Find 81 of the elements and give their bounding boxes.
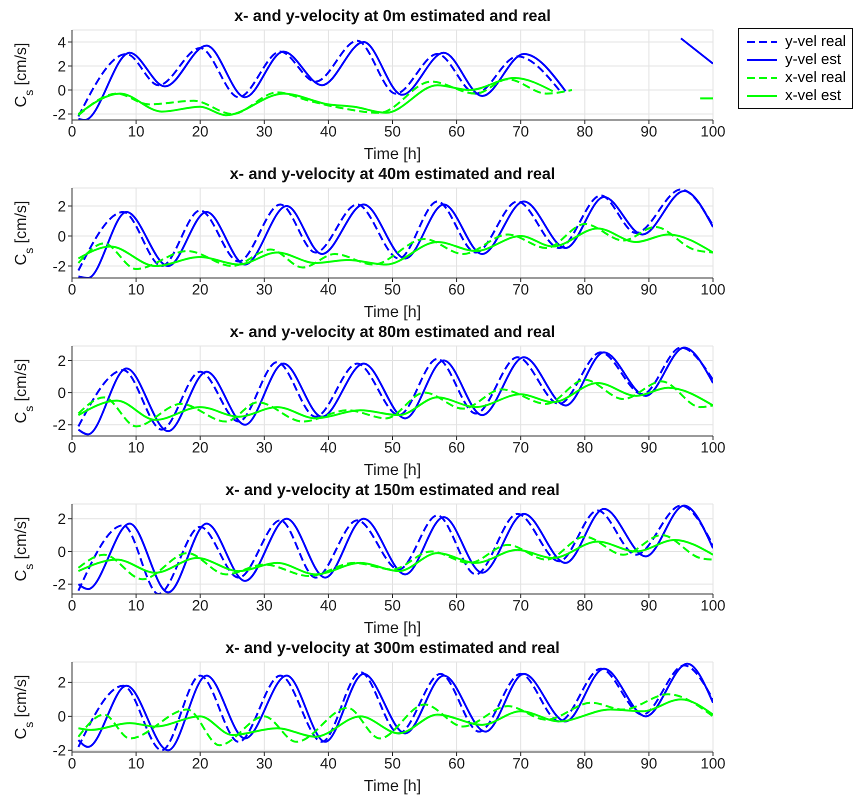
x-tick-label: 50 (384, 124, 401, 141)
x-tick-label: 70 (512, 440, 530, 457)
x-tick-label: 90 (640, 598, 658, 615)
y-tick-label: 0 (58, 384, 66, 402)
y-tick-label: 2 (58, 58, 66, 76)
x-tick-label: 10 (128, 440, 144, 457)
y-tick-label: 0 (58, 82, 66, 100)
chart-title: x- and y-velocity at 150m estimated and real (224, 482, 561, 500)
x-tick-label: 20 (192, 756, 209, 773)
x-tick-label: 50 (384, 440, 401, 457)
x-tick-label: 100 (700, 124, 726, 141)
x-tick-label: 30 (256, 756, 273, 773)
x-axis-title: Time [h] (364, 778, 422, 795)
y-tick-label: 2 (58, 511, 66, 528)
x-tick-label: 20 (192, 598, 209, 615)
x-tick-label: 50 (384, 282, 401, 299)
chart-title: x- and y-velocity at 40m estimated and real (228, 166, 556, 184)
x-tick-label: 70 (512, 756, 530, 773)
y-tick-label: -2 (52, 576, 66, 594)
x-tick-label: 30 (256, 598, 273, 615)
chart-title: x- and y-velocity at 80m estimated and real (228, 324, 556, 342)
chart-title: x- and y-velocity at 0m estimated and real (233, 8, 552, 26)
x-tick-label: 40 (320, 598, 337, 615)
legend-label: y-vel est (785, 51, 841, 68)
x-tick-label: 20 (192, 440, 209, 457)
x-tick-label: 90 (640, 756, 658, 773)
y-tick-label: 0 (58, 228, 66, 246)
y-tick-label: -2 (52, 742, 66, 760)
x-tick-label: 70 (512, 282, 530, 299)
x-tick-label: 90 (640, 440, 658, 457)
x-axis-title: Time [h] (364, 304, 422, 321)
x-tick-label: 50 (384, 756, 401, 773)
x-tick-label: 30 (256, 282, 273, 299)
legend-label: x-vel est (785, 87, 841, 104)
x-tick-label: 40 (320, 756, 337, 773)
line-series (77, 504, 713, 594)
x-tick-label: 100 (700, 282, 726, 299)
x-axis-title: Time [h] (364, 620, 422, 637)
y-tick-label: 0 (58, 708, 66, 726)
x-tick-label: 100 (700, 756, 726, 773)
x-tick-label: 20 (192, 124, 209, 141)
x-tick-label: 10 (128, 756, 144, 773)
x-tick-label: 80 (576, 756, 594, 773)
y-tick-label: -2 (52, 417, 66, 434)
x-tick-label: 70 (512, 598, 530, 615)
x-tick-label: 100 (700, 440, 726, 457)
y-tick-label: 0 (58, 544, 66, 561)
x-tick-label: 50 (384, 598, 401, 615)
x-tick-label: 40 (320, 282, 337, 299)
x-tick-label: 60 (448, 756, 465, 773)
y-tick-label: 2 (58, 198, 66, 216)
x-tick-label: 40 (320, 124, 337, 141)
x-tick-label: 10 (128, 124, 144, 141)
x-tick-label: 30 (256, 124, 273, 141)
x-tick-label: 60 (448, 124, 465, 141)
x-tick-label: 20 (192, 282, 209, 299)
x-tick-label: 80 (576, 124, 594, 141)
y-tick-label: 4 (58, 34, 66, 52)
y-tick-label: 2 (58, 674, 66, 692)
y-tick-label: -2 (52, 106, 66, 124)
x-tick-label: 40 (320, 440, 337, 457)
x-tick-label: 10 (128, 598, 144, 615)
x-tick-label: 80 (576, 440, 594, 457)
legend-label: x-vel real (785, 69, 846, 86)
x-axis-title: Time [h] (364, 146, 422, 163)
chart-title: x- and y-velocity at 300m estimated and real (224, 640, 561, 658)
x-axis-title: Time [h] (364, 462, 422, 479)
legend-label: y-vel real (785, 33, 846, 50)
x-tick-label: 90 (640, 282, 658, 299)
x-tick-label: 80 (576, 282, 594, 299)
x-tick-label: 70 (512, 124, 530, 141)
y-tick-label: 2 (58, 352, 66, 370)
x-tick-label: 80 (576, 598, 594, 615)
x-tick-label: 60 (448, 598, 465, 615)
x-tick-label: 60 (448, 282, 465, 299)
x-tick-label: 100 (700, 598, 726, 615)
x-tick-label: 90 (640, 124, 658, 141)
x-tick-label: 10 (128, 282, 144, 299)
y-tick-label: -2 (52, 258, 66, 276)
x-tick-label: 30 (256, 440, 273, 457)
x-tick-label: 60 (448, 440, 465, 457)
